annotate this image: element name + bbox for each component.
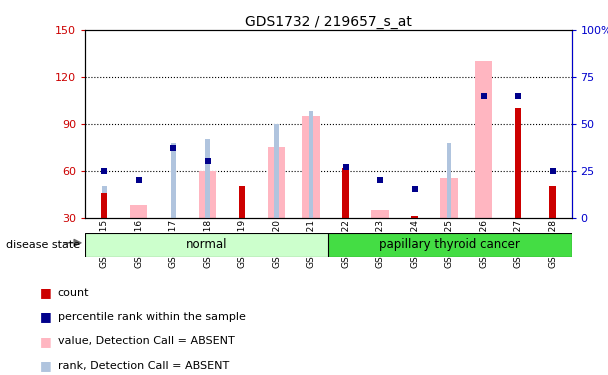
- Bar: [302, 116, 320, 218]
- Text: normal: normal: [186, 238, 227, 251]
- Text: rank, Detection Call = ABSENT: rank, Detection Call = ABSENT: [58, 361, 229, 370]
- Bar: [440, 178, 458, 218]
- Bar: [550, 186, 556, 218]
- Bar: [164, 217, 182, 220]
- Text: ■: ■: [40, 335, 52, 348]
- Bar: [102, 186, 106, 218]
- Bar: [412, 216, 418, 217]
- Bar: [101, 192, 107, 217]
- Bar: [130, 205, 147, 218]
- Text: disease state: disease state: [6, 240, 80, 249]
- Bar: [268, 147, 285, 218]
- Bar: [447, 142, 452, 218]
- Bar: [171, 142, 176, 218]
- Bar: [328, 232, 572, 257]
- Text: ■: ■: [40, 359, 52, 372]
- Text: papillary thyroid cancer: papillary thyroid cancer: [379, 238, 520, 251]
- Text: value, Detection Call = ABSENT: value, Detection Call = ABSENT: [58, 336, 235, 346]
- Bar: [85, 232, 328, 257]
- Text: count: count: [58, 288, 89, 297]
- Text: ■: ■: [40, 310, 52, 323]
- Bar: [371, 210, 389, 218]
- Bar: [239, 186, 245, 218]
- Bar: [342, 168, 348, 217]
- Bar: [343, 180, 348, 218]
- Bar: [199, 171, 216, 217]
- Text: ■: ■: [40, 286, 52, 299]
- Bar: [515, 108, 521, 218]
- Bar: [205, 139, 210, 218]
- Bar: [274, 124, 279, 218]
- Text: percentile rank within the sample: percentile rank within the sample: [58, 312, 246, 322]
- Bar: [475, 61, 492, 217]
- Title: GDS1732 / 219657_s_at: GDS1732 / 219657_s_at: [245, 15, 412, 29]
- Bar: [309, 111, 314, 218]
